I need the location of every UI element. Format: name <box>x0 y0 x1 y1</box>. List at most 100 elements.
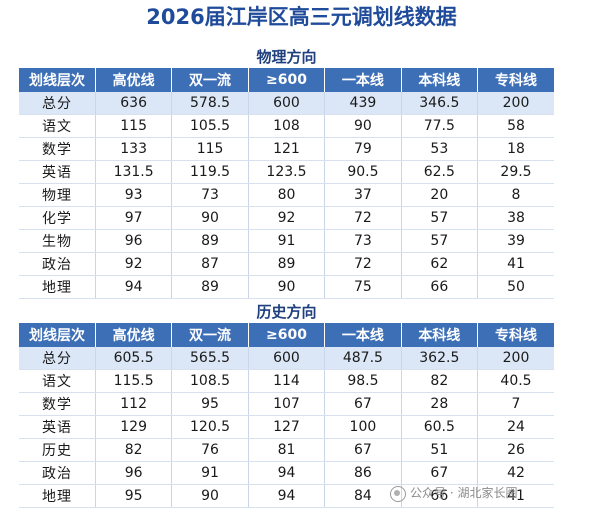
physics-table-body: 总分 636 578.5 600 439 346.5 200 语文 115 105.5 108 90 7… <box>19 92 554 299</box>
table-cell: 200 <box>477 92 554 115</box>
table-cell: 7 <box>477 392 554 416</box>
table-row: 英语 131.5 119.5 123.5 90.5 62.5 29.5 <box>19 160 554 184</box>
table-cell: 90 <box>324 114 402 138</box>
table-cell: 82 <box>95 438 173 462</box>
table-row: 地理 95 90 94 84 66 41 <box>19 484 554 508</box>
table-row: 地理 94 89 90 75 66 50 <box>19 275 554 299</box>
row-label: 数学 <box>19 392 96 416</box>
table-cell: 89 <box>171 275 249 299</box>
table-cell: 87 <box>171 252 249 276</box>
history-section-title: 历史方向 <box>19 301 554 323</box>
table-cell: 89 <box>171 229 249 253</box>
table-row: 总分 605.5 565.5 600 487.5 362.5 200 <box>19 347 554 370</box>
table-cell: 105.5 <box>171 114 249 138</box>
table-cell: 24 <box>477 415 554 439</box>
table-row: 数学 112 95 107 67 28 7 <box>19 392 554 416</box>
table-cell: 67 <box>324 438 402 462</box>
table-cell: 50 <box>477 275 554 299</box>
table-cell: 62.5 <box>401 160 479 184</box>
row-label: 总分 <box>19 347 96 370</box>
table-cell: 91 <box>248 229 326 253</box>
row-label: 语文 <box>19 369 96 393</box>
table-cell: 439 <box>324 92 402 115</box>
table-cell: 96 <box>95 229 173 253</box>
table-cell: 90.5 <box>324 160 402 184</box>
header-600: ≥600 <box>248 68 326 92</box>
table-cell: 91 <box>171 461 249 485</box>
header-junior-college: 专科线 <box>477 323 554 347</box>
table-cell: 58 <box>477 114 554 138</box>
table-cell: 89 <box>248 252 326 276</box>
row-label: 物理 <box>19 183 96 207</box>
history-section: 历史方向 划线层次 高优线 双一流 ≥600 一本线 本科线 专科线 总分 605… <box>19 301 554 508</box>
row-label: 政治 <box>19 461 96 485</box>
table-cell: 41 <box>477 252 554 276</box>
physics-section-title: 物理方向 <box>19 46 554 68</box>
table-cell: 115 <box>171 137 249 161</box>
table-cell: 79 <box>324 137 402 161</box>
table-cell: 67 <box>401 461 479 485</box>
table-cell: 131.5 <box>95 160 173 184</box>
header-junior-college: 专科线 <box>477 68 554 92</box>
table-cell: 28 <box>401 392 479 416</box>
table-cell: 346.5 <box>401 92 479 115</box>
table-cell: 75 <box>324 275 402 299</box>
table-cell: 115 <box>95 114 173 138</box>
table-cell: 8 <box>477 183 554 207</box>
header-tier1: 一本线 <box>324 68 402 92</box>
table-cell: 362.5 <box>401 347 479 370</box>
table-cell: 39 <box>477 229 554 253</box>
table-row: 物理 93 73 80 37 20 8 <box>19 183 554 207</box>
table-cell: 127 <box>248 415 326 439</box>
row-label: 地理 <box>19 275 96 299</box>
table-cell: 77.5 <box>401 114 479 138</box>
table-row: 语文 115.5 108.5 114 98.5 82 40.5 <box>19 369 554 393</box>
header-600: ≥600 <box>248 323 326 347</box>
table-cell: 120.5 <box>171 415 249 439</box>
table-cell: 72 <box>324 252 402 276</box>
table-cell: 108.5 <box>171 369 249 393</box>
table-cell: 121 <box>248 137 326 161</box>
physics-section: 物理方向 划线层次 高优线 双一流 ≥600 一本线 本科线 专科线 总分 636… <box>19 46 554 299</box>
header-double-first-class: 双一流 <box>171 68 249 92</box>
table-row: 历史 82 76 81 67 51 26 <box>19 438 554 462</box>
table-cell: 95 <box>171 392 249 416</box>
table-cell: 119.5 <box>171 160 249 184</box>
header-undergrad: 本科线 <box>401 323 479 347</box>
watermark: 公众号 · 湖北家长圈 <box>390 482 517 504</box>
table-cell: 578.5 <box>171 92 249 115</box>
table-cell: 133 <box>95 137 173 161</box>
physics-table: 划线层次 高优线 双一流 ≥600 一本线 本科线 专科线 总分 636 578.5… <box>19 68 554 299</box>
row-label: 生物 <box>19 229 96 253</box>
row-label: 英语 <box>19 160 96 184</box>
table-row: 数学 133 115 121 79 53 18 <box>19 137 554 161</box>
header-level: 划线层次 <box>19 68 96 92</box>
table-row: 生物 96 89 91 73 57 39 <box>19 229 554 253</box>
table-cell: 108 <box>248 114 326 138</box>
table-cell: 94 <box>95 275 173 299</box>
table-row: 政治 92 87 89 72 62 41 <box>19 252 554 276</box>
table-cell: 600 <box>248 92 326 115</box>
table-cell: 57 <box>401 229 479 253</box>
table-cell: 62 <box>401 252 479 276</box>
table-cell: 636 <box>95 92 173 115</box>
table-row: 化学 97 90 92 72 57 38 <box>19 206 554 230</box>
table-cell: 97 <box>95 206 173 230</box>
watermark-text: 公众号 · 湖北家长圈 <box>410 486 518 500</box>
table-row: 英语 129 120.5 127 100 60.5 24 <box>19 415 554 439</box>
table-cell: 72 <box>324 206 402 230</box>
row-label: 化学 <box>19 206 96 230</box>
table-cell: 487.5 <box>324 347 402 370</box>
wechat-icon <box>390 485 406 502</box>
table-cell: 605.5 <box>95 347 173 370</box>
table-cell: 73 <box>171 183 249 207</box>
row-label: 地理 <box>19 484 96 508</box>
table-cell: 94 <box>248 484 326 508</box>
table-cell: 200 <box>477 347 554 370</box>
table-cell: 90 <box>248 275 326 299</box>
table-cell: 80 <box>248 183 326 207</box>
table-row: 政治 96 91 94 86 67 42 <box>19 461 554 485</box>
table-cell: 29.5 <box>477 160 554 184</box>
table-cell: 90 <box>171 484 249 508</box>
table-cell: 82 <box>401 369 479 393</box>
